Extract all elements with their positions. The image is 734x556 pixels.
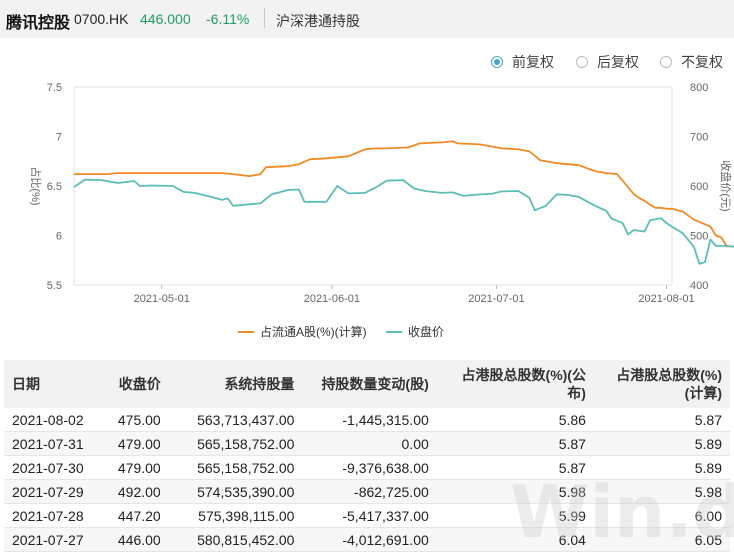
table-cell: 580,815,452.00 [168,527,303,552]
adjustment-radio-group: 前复权 后复权 不复权 [0,52,734,72]
table-cell: 5.87 [436,455,594,480]
x-tick-label: 2021-05-01 [134,293,190,305]
radio-label: 后复权 [597,54,639,70]
stock-price: 446.000 [140,11,191,27]
table-cell: -1,445,315.00 [302,408,437,432]
holding-table: 日期 收盘价 系统持股量 持股数量变动(股) 占港股总股数(%)(公布) 占港股… [4,360,730,552]
x-tick-label: 2021-06-01 [304,293,360,305]
table-cell: 565,158,752.00 [168,431,303,456]
y-left-tick-label: 6 [56,231,62,243]
legend-swatch-close [386,330,402,333]
table-cell: 492.00 [94,479,169,504]
y-right-tick-label: 800 [690,82,708,94]
legend-item-close[interactable]: 收盘价 [386,323,444,340]
table-cell: 2021-07-31 [4,431,95,456]
x-tick-label: 2021-08-01 [638,293,694,305]
table-cell: 0.00 [302,431,437,456]
table-row: 2021-07-31 479.00 565,158,752.00 0.00 5.87 5.… [4,431,730,456]
col-header: 持股数量变动(股) [302,360,437,408]
col-header: 占港股总股数(%)(公布) [436,360,594,408]
radio-backward-adjusted[interactable]: 后复权 [576,52,639,72]
y-left-tick-label: 5.5 [47,280,62,292]
table-cell: -4,012,691.00 [302,527,437,552]
col-header: 收盘价 [94,360,169,408]
table-cell: 446.00 [94,527,169,552]
stock-header: 腾讯控股 0700.HK 446.000 -6.11% 沪深港通持股 [0,0,734,38]
table-cell: 5.89 [593,431,730,456]
y-right-tick-label: 700 [690,132,708,144]
y-left-tick-label: 7 [56,132,62,144]
stock-code: 0700.HK [74,11,129,27]
y-left-tick-label: 6.5 [47,181,62,193]
series-line-ratio [74,140,734,248]
table-cell: 6.05 [593,527,730,552]
legend-label: 占流通A股(%)(计算) [260,325,367,339]
table-cell: 2021-07-27 [4,527,95,552]
table-cell: 5.98 [593,479,730,504]
table-header-row: 日期 收盘价 系统持股量 持股数量变动(股) 占港股总股数(%)(公布) 占港股… [4,360,730,408]
radio-dot[interactable] [491,56,503,68]
series-line-close [73,178,734,265]
connect-holding-label: 沪深港通持股 [276,13,360,29]
radio-unadjusted[interactable]: 不复权 [660,52,723,72]
stock-name: 腾讯控股 [6,15,71,32]
table-cell: 5.87 [593,408,730,432]
y-right-tick-label: 600 [690,181,708,193]
legend-label: 收盘价 [408,325,445,339]
table-row: 2021-07-29 492.00 574,535,390.00 -862,725.0… [4,479,730,504]
table-cell: 479.00 [94,431,169,456]
table-cell: 5.99 [436,503,594,528]
table-cell: 6.00 [593,503,730,528]
table-body: 2021-08-02 475.00 563,713,437.00 -1,445,315… [4,408,730,552]
stock-change-pct: -6.11% [206,11,250,27]
table-cell: 563,713,437.00 [168,408,303,432]
legend-swatch-ratio [238,330,254,333]
col-header: 日期 [4,360,95,408]
table-cell: 447.20 [94,503,169,528]
table-cell: -9,376,638.00 [302,455,437,480]
table-cell: -862,725.00 [302,479,437,504]
table-cell: 479.00 [94,455,169,480]
y-left-tick-label: 7.5 [47,82,62,94]
table-row: 2021-07-28 447.20 575,398,115.00 -5,417,337… [4,503,730,528]
table-cell: 2021-07-28 [4,503,95,528]
header-divider [264,8,265,28]
col-header: 系统持股量 [168,360,303,408]
table-cell: 2021-07-30 [4,455,95,480]
x-tick-label: 2021-07-01 [468,293,524,305]
holding-chart: 7.5 7 6.5 6 5.5 800 700 600 500 400 2021-05-01 2021… [29,82,734,305]
table-cell: 5.86 [436,408,594,432]
radio-dot[interactable] [576,56,588,68]
chart-legend: 占流通A股(%)(计算) 收盘价 [0,323,734,341]
radio-label: 不复权 [681,54,723,70]
table-cell: 5.89 [593,455,730,480]
table-cell: 475.00 [94,408,169,432]
radio-label: 前复权 [512,54,554,70]
table-row: 2021-07-27 446.00 580,815,452.00 -4,012,691… [4,527,730,552]
radio-forward-adjusted[interactable]: 前复权 [491,52,554,72]
legend-item-ratio[interactable]: 占流通A股(%)(计算) [238,323,367,340]
radio-dot[interactable] [660,56,672,68]
table-row: 2021-07-30 479.00 565,158,752.00 -9,376,638… [4,455,730,480]
y-right-tick-label: 400 [690,280,708,292]
table-cell: 5.87 [436,431,594,456]
table-cell: 575,398,115.00 [168,503,303,528]
table-row: 2021-08-02 475.00 563,713,437.00 -1,445,315… [4,408,730,432]
table-cell: 574,535,390.00 [168,479,303,504]
y-left-axis-title: 占比(%) [29,166,43,205]
table-cell: 2021-07-29 [4,479,95,504]
y-right-axis-title: 收盘价(元) [719,160,733,211]
table-cell: 2021-08-02 [4,408,95,432]
table-cell: 6.04 [436,527,594,552]
col-header: 占港股总股数(%)(计算) [593,360,730,408]
col-header-text: 占港股总股数(%)(计算) [616,367,722,401]
table-cell: -5,417,337.00 [302,503,437,528]
table-cell: 5.98 [436,479,594,504]
table-cell: 565,158,752.00 [168,455,303,480]
y-right-tick-label: 500 [690,231,708,243]
